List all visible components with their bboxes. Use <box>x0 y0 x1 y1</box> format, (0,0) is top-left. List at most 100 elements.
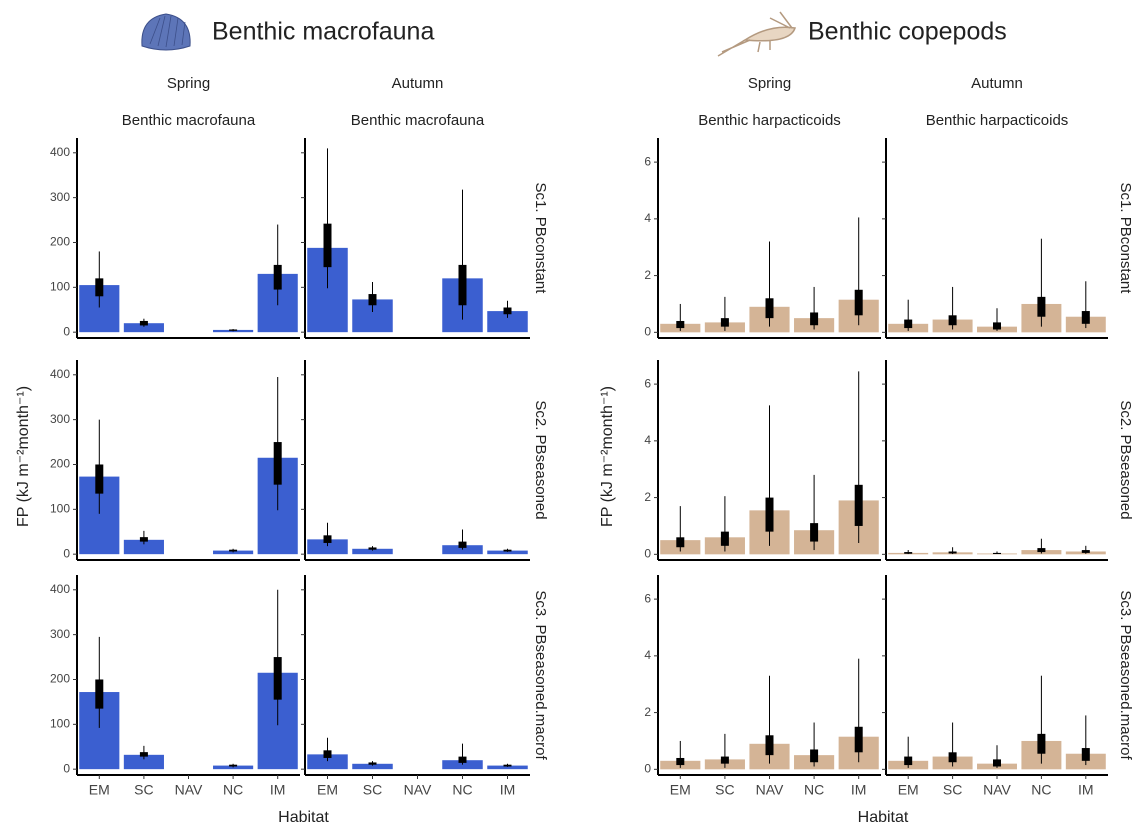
bar <box>487 311 528 333</box>
interval-box <box>503 764 512 767</box>
interval-box <box>854 289 863 316</box>
bar <box>307 754 348 770</box>
y-axis-label: FP (kJ m⁻²month⁻¹) <box>15 386 32 527</box>
x-tick-label: EM <box>317 782 338 798</box>
y-tick-label: 0 <box>63 324 70 338</box>
bar <box>123 539 164 555</box>
strip-season: Spring <box>167 75 210 92</box>
y-tick-label: 400 <box>50 145 70 159</box>
interval-box <box>323 750 332 758</box>
x-tick-label: NC <box>452 782 472 798</box>
x-tick-label: NAV <box>404 782 432 798</box>
interval-box <box>1037 733 1046 754</box>
y-tick-label: 6 <box>644 591 651 605</box>
strip-season: Autumn <box>971 75 1023 92</box>
row-strip: Sc1. PBconstant <box>532 183 549 295</box>
interval-box <box>720 531 729 546</box>
interval-box <box>854 484 863 526</box>
interval-box <box>229 764 238 767</box>
bar <box>307 539 348 555</box>
interval-box <box>229 549 238 552</box>
interval-box <box>139 752 148 757</box>
x-axis-label: Habitat <box>858 809 909 826</box>
interval-box <box>95 679 104 709</box>
interval-box <box>720 318 729 327</box>
y-tick-label: 0 <box>644 324 651 338</box>
interval-box <box>1081 550 1090 553</box>
interval-box <box>765 298 774 319</box>
interval-box <box>676 757 685 766</box>
strip-season: Autumn <box>392 75 444 92</box>
interval-box <box>273 264 282 290</box>
interval-box <box>676 537 685 548</box>
x-tick-label: NC <box>223 782 243 798</box>
y-tick-label: 4 <box>644 211 651 225</box>
y-tick-label: 300 <box>50 190 70 204</box>
x-tick-label: EM <box>670 782 691 798</box>
interval-box <box>765 497 774 532</box>
row-strip: Sc2. PBseasoned <box>532 400 549 519</box>
y-tick-label: 2 <box>644 268 651 282</box>
interval-box <box>323 535 332 543</box>
copepod-icon <box>717 11 796 57</box>
interval-box <box>1081 748 1090 761</box>
y-tick-label: 2 <box>644 490 651 504</box>
interval-box <box>368 762 377 765</box>
y-tick-label: 4 <box>644 433 651 447</box>
y-tick-label: 100 <box>50 716 70 730</box>
bar <box>123 754 164 770</box>
interval-box <box>904 319 913 329</box>
interval-box <box>368 294 377 306</box>
interval-box <box>993 759 1001 767</box>
interval-box <box>95 278 104 297</box>
x-tick-label: SC <box>943 782 962 798</box>
interval-box <box>503 549 512 552</box>
interval-box <box>1037 296 1046 317</box>
y-tick-label: 4 <box>644 648 651 662</box>
interval-box <box>676 320 685 329</box>
interval-box <box>273 657 282 700</box>
x-tick-label: IM <box>500 782 516 798</box>
x-tick-label: NC <box>804 782 824 798</box>
panel-title: Benthic copepods <box>808 18 1007 46</box>
x-tick-label: IM <box>1078 782 1094 798</box>
strip-group: Benthic macrofauna <box>351 112 485 129</box>
y-tick-label: 200 <box>50 235 70 249</box>
row-strip: Sc3. PBseasoned.macrof <box>1117 590 1134 760</box>
y-tick-label: 400 <box>50 582 70 596</box>
x-tick-label: NAV <box>983 782 1011 798</box>
bar <box>352 548 393 555</box>
interval-box <box>854 726 863 753</box>
interval-box <box>810 749 819 763</box>
y-tick-label: 6 <box>644 154 651 168</box>
bar <box>487 765 528 770</box>
interval-box <box>1037 548 1046 553</box>
x-tick-label: NC <box>1031 782 1051 798</box>
bar <box>487 550 528 555</box>
y-tick-label: 100 <box>50 501 70 515</box>
interval-box <box>720 756 729 764</box>
interval-box <box>765 735 774 756</box>
interval-box <box>993 552 1001 555</box>
interval-box <box>948 752 957 763</box>
interval-box <box>948 315 957 326</box>
y-tick-label: 200 <box>50 457 70 471</box>
strip-group: Benthic harpacticoids <box>926 112 1069 129</box>
strip-group: Benthic macrofauna <box>122 112 256 129</box>
row-strip: Sc3. PBseasoned.macrof <box>532 590 549 760</box>
interval-box <box>993 322 1001 330</box>
y-tick-label: 100 <box>50 279 70 293</box>
x-tick-label: IM <box>270 782 286 798</box>
y-tick-label: 400 <box>50 367 70 381</box>
x-tick-label: SC <box>715 782 734 798</box>
x-tick-label: SC <box>134 782 153 798</box>
interval-box <box>139 537 148 542</box>
x-tick-label: SC <box>363 782 382 798</box>
panel-title: Benthic macrofauna <box>212 18 434 46</box>
bar <box>123 323 164 333</box>
interval-box <box>458 756 467 763</box>
y-tick-label: 0 <box>63 761 70 775</box>
interval-box <box>904 756 913 766</box>
strip-group: Benthic harpacticoids <box>698 112 841 129</box>
